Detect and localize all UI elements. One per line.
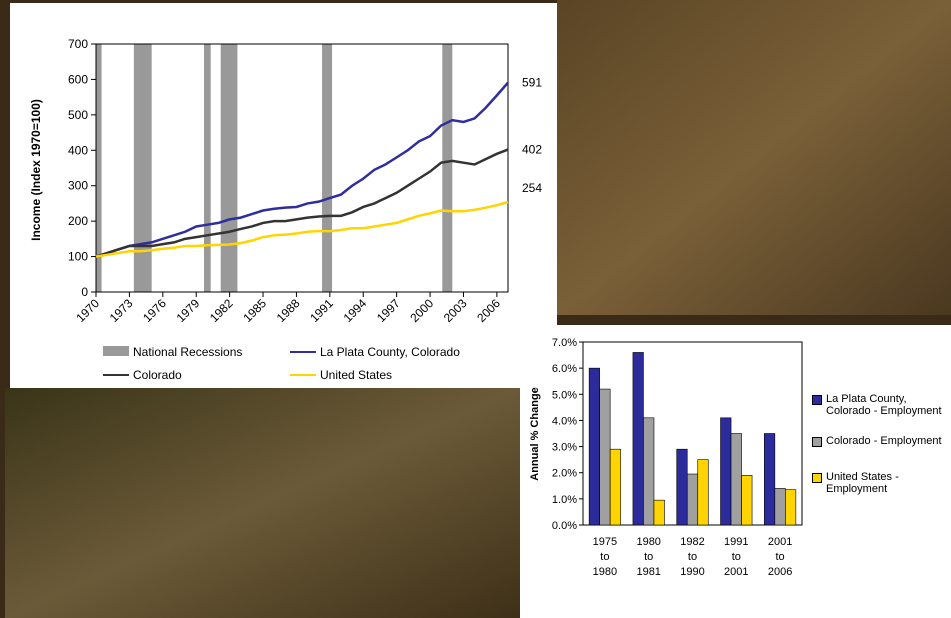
y-tick-label: 100 — [68, 250, 88, 264]
bar — [764, 433, 776, 526]
bar — [632, 352, 644, 526]
bar — [588, 367, 600, 526]
photo — [5, 388, 520, 618]
y-tick-label: 200 — [68, 214, 88, 228]
x-tick-label: 1980 — [593, 566, 617, 578]
y-tick-label: 5.0% — [552, 389, 577, 401]
legend-item: La Plata County, Colorado - Employment — [812, 393, 951, 417]
x-tick-label: 2001 — [724, 566, 748, 578]
bar — [774, 488, 786, 526]
x-tick-label: 1980 — [636, 536, 660, 548]
legend-swatch — [103, 346, 129, 356]
x-tick-label: 2006 — [768, 566, 792, 578]
recession-band — [96, 44, 102, 292]
x-tick-label: 1982 — [680, 536, 704, 548]
legend-label: La Plata County, Colorado — [320, 345, 460, 359]
end-label: 254 — [522, 181, 542, 195]
x-tick-label: to — [688, 551, 697, 563]
bar — [720, 417, 732, 526]
legend-swatch — [290, 351, 316, 353]
legend-label: United States — [320, 368, 393, 382]
y-tick-label: 2.0% — [552, 468, 577, 480]
recession-band — [442, 44, 453, 292]
legend-item: United States - Employment — [812, 471, 951, 495]
y-tick-label: 4.0% — [552, 415, 577, 427]
y-tick-label: 500 — [68, 108, 88, 122]
legend-label: National Recessions — [133, 345, 243, 359]
legend-item: La Plata County, Colorado — [290, 345, 490, 359]
legend-label: Colorado — [133, 368, 182, 382]
y-tick-label: 700 — [68, 37, 88, 51]
x-tick-label: 1981 — [636, 566, 660, 578]
x-tick-label: to — [776, 551, 785, 563]
legend-label: United States - Employment — [826, 471, 899, 495]
bar — [697, 459, 709, 526]
end-label: 402 — [522, 143, 542, 157]
y-tick-label: 600 — [68, 72, 88, 86]
legend-item: National Recessions — [103, 345, 273, 359]
bar — [643, 417, 655, 526]
bar — [730, 433, 742, 526]
y-axis-label: Annual % Change — [529, 387, 541, 481]
legend-label: La Plata County, Colorado - Employment — [826, 393, 942, 417]
end-label: 591 — [522, 76, 542, 90]
recession-band — [322, 44, 333, 292]
x-tick-label: to — [732, 551, 741, 563]
legend-swatch — [103, 374, 129, 376]
y-tick-label: 3.0% — [552, 442, 577, 454]
x-tick-label: 1991 — [724, 536, 748, 548]
y-tick-label: 7.0% — [552, 337, 577, 349]
chart-panel — [10, 3, 557, 388]
y-tick-label: 6.0% — [552, 363, 577, 375]
recession-band — [133, 44, 152, 292]
x-tick-label: to — [600, 551, 609, 563]
legend-swatch — [812, 395, 822, 405]
line-series — [95, 148, 509, 258]
bar — [785, 489, 797, 526]
bar — [686, 473, 699, 526]
legend-item: United States — [290, 368, 490, 382]
y-tick-label: 300 — [68, 179, 88, 193]
legend-item: Colorado - Employment — [812, 435, 951, 447]
bar — [599, 388, 611, 526]
x-tick-label: 2001 — [768, 536, 792, 548]
legend-swatch — [812, 473, 822, 483]
line-series — [95, 81, 509, 258]
legend-swatch — [812, 437, 822, 447]
y-tick-label: 0 — [81, 285, 88, 299]
y-tick-label: 1.0% — [552, 494, 577, 506]
legend-item: Colorado — [103, 368, 273, 382]
x-tick-label: 1975 — [593, 536, 617, 548]
x-tick-label: 1990 — [680, 566, 704, 578]
legend-label: Colorado - Employment — [826, 435, 942, 447]
photo — [557, 0, 951, 315]
plot-frame — [95, 43, 509, 293]
recession-band — [204, 44, 211, 292]
y-tick-label: 400 — [68, 143, 88, 157]
legend-swatch — [290, 374, 316, 376]
recession-band — [220, 44, 238, 292]
y-axis-label: Income (Index 1970=100) — [29, 99, 43, 241]
line-series — [95, 200, 509, 258]
bar — [676, 448, 688, 526]
bar — [653, 499, 665, 526]
bar — [609, 448, 621, 526]
x-tick-label: to — [644, 551, 653, 563]
y-tick-label: 0.0% — [552, 520, 577, 532]
bar — [741, 475, 753, 526]
